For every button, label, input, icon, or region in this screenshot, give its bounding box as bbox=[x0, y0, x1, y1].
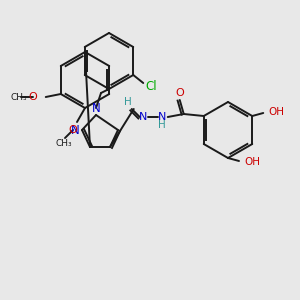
Text: OH: OH bbox=[244, 157, 260, 167]
Text: CH₃: CH₃ bbox=[55, 139, 72, 148]
Text: N: N bbox=[158, 112, 166, 122]
Text: O: O bbox=[69, 125, 77, 135]
Text: OH: OH bbox=[268, 107, 284, 117]
Text: N: N bbox=[70, 124, 80, 136]
Text: N: N bbox=[92, 101, 100, 115]
Text: Cl: Cl bbox=[146, 80, 157, 92]
Text: O: O bbox=[176, 88, 184, 98]
Text: CH₃: CH₃ bbox=[11, 92, 27, 101]
Text: H: H bbox=[158, 120, 166, 130]
Text: O: O bbox=[28, 92, 37, 102]
Text: N: N bbox=[139, 112, 147, 122]
Text: H: H bbox=[124, 97, 132, 107]
